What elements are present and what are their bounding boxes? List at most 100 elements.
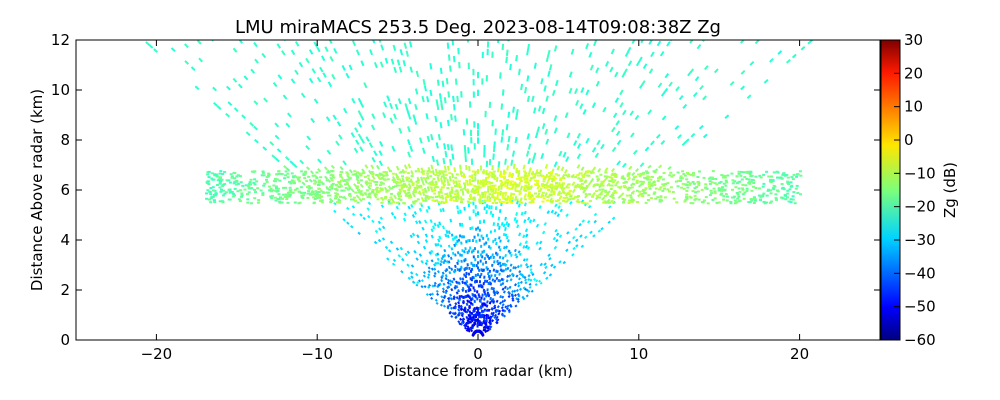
reflectivity-mark: [513, 293, 517, 297]
cloud-layer-mark: [486, 176, 489, 179]
cloud-layer-mark: [721, 186, 724, 189]
cloud-layer-mark: [682, 187, 686, 190]
reflectivity-mark: [505, 235, 509, 240]
cloud-layer-mark: [274, 185, 278, 188]
reflectivity-mark: [439, 303, 443, 307]
cloud-layer-mark: [688, 184, 692, 186]
reflectivity-mark: [420, 176, 424, 182]
reflectivity-mark: [466, 318, 470, 323]
cloud-layer-mark: [743, 191, 747, 194]
cloud-layer-mark: [211, 195, 215, 198]
reflectivity-mark: [562, 260, 566, 265]
cloud-layer-mark: [339, 195, 342, 198]
cloud-layer-mark: [511, 185, 515, 188]
cloud-layer-mark: [685, 178, 689, 181]
cloud-layer-mark: [737, 187, 741, 190]
cloud-layer-mark: [212, 193, 216, 196]
reflectivity-mark: [450, 280, 454, 284]
reflectivity-mark: [433, 271, 437, 276]
reflectivity-mark: [442, 260, 446, 265]
cloud-layer-mark: [481, 191, 485, 194]
reflectivity-mark: [464, 295, 467, 299]
reflectivity-mark: [508, 251, 512, 255]
reflectivity-mark: [520, 273, 524, 277]
cloud-layer-mark: [477, 182, 481, 185]
cloud-layer-mark: [346, 188, 350, 191]
cloud-layer-mark: [733, 199, 737, 202]
cloud-layer-mark: [574, 176, 578, 179]
cloud-layer-mark: [399, 198, 403, 201]
reflectivity-mark: [525, 233, 529, 238]
y-tick-label: 8: [60, 131, 70, 149]
reflectivity-mark: [547, 70, 551, 77]
cloud-layer-mark: [421, 188, 425, 191]
cloud-layer-mark: [757, 194, 761, 197]
reflectivity-mark: [580, 244, 585, 249]
cloud-layer-mark: [589, 170, 593, 173]
reflectivity-mark: [422, 79, 426, 86]
reflectivity-mark: [383, 186, 388, 192]
cloud-layer-mark: [546, 196, 550, 199]
reflectivity-mark: [451, 153, 455, 160]
reflectivity-mark: [457, 298, 461, 302]
reflectivity-mark: [346, 206, 350, 211]
reflectivity-mark: [294, 69, 299, 76]
reflectivity-mark: [434, 243, 438, 247]
reflectivity-mark: [544, 192, 548, 198]
cloud-layer-mark: [509, 183, 513, 186]
cloud-layer-mark: [706, 202, 710, 205]
reflectivity-mark: [518, 232, 522, 237]
cloud-layer-mark: [422, 177, 426, 180]
reflectivity-mark: [490, 311, 494, 316]
cloud-layer-mark: [676, 171, 680, 174]
cloud-layer-mark: [366, 196, 370, 199]
reflectivity-mark: [407, 139, 411, 146]
cloud-layer-mark: [541, 200, 545, 203]
reflectivity-mark: [330, 164, 335, 170]
reflectivity-mark: [355, 49, 360, 56]
cloud-layer-mark: [569, 195, 573, 198]
reflectivity-mark: [269, 141, 275, 146]
cloud-layer-mark: [762, 200, 766, 203]
reflectivity-mark: [308, 77, 314, 84]
reflectivity-mark: [452, 295, 456, 299]
reflectivity-mark: [245, 131, 251, 136]
cloud-layer-mark: [443, 177, 447, 179]
cloud-layer-mark: [329, 177, 333, 180]
reflectivity-mark: [666, 41, 671, 47]
reflectivity-mark: [415, 283, 419, 287]
reflectivity-mark: [430, 228, 434, 233]
reflectivity-mark: [459, 196, 463, 202]
reflectivity-mark: [468, 316, 472, 320]
cloud-layer-mark: [213, 173, 217, 176]
cloud-layer-mark: [742, 197, 746, 200]
cloud-layer-mark: [634, 175, 638, 178]
cloud-layer-mark: [432, 178, 436, 181]
cloud-layer-mark: [403, 189, 407, 192]
cloud-layer-mark: [270, 197, 274, 200]
reflectivity-mark: [409, 178, 414, 184]
reflectivity-mark: [464, 274, 468, 279]
reflectivity-mark: [306, 135, 312, 141]
cloud-layer-mark: [603, 189, 607, 192]
reflectivity-mark: [531, 95, 535, 103]
reflectivity-mark: [442, 158, 446, 165]
cloud-layer-mark: [761, 194, 765, 197]
reflectivity-mark: [503, 299, 507, 303]
reflectivity-mark: [441, 254, 445, 259]
reflectivity-mark: [533, 62, 537, 69]
reflectivity-mark: [499, 72, 502, 79]
reflectivity-mark: [437, 238, 441, 243]
reflectivity-mark: [532, 152, 537, 159]
cloud-layer-mark: [419, 186, 423, 189]
reflectivity-mark: [604, 167, 609, 172]
reflectivity-mark: [648, 68, 654, 74]
reflectivity-mark: [505, 259, 509, 263]
cloud-layer-mark: [330, 200, 334, 203]
reflectivity-mark: [564, 168, 568, 174]
cloud-layer-mark: [450, 190, 454, 193]
reflectivity-mark: [529, 264, 533, 268]
reflectivity-mark: [674, 125, 680, 130]
cloud-layer-mark: [416, 181, 420, 184]
reflectivity-mark: [677, 134, 682, 139]
